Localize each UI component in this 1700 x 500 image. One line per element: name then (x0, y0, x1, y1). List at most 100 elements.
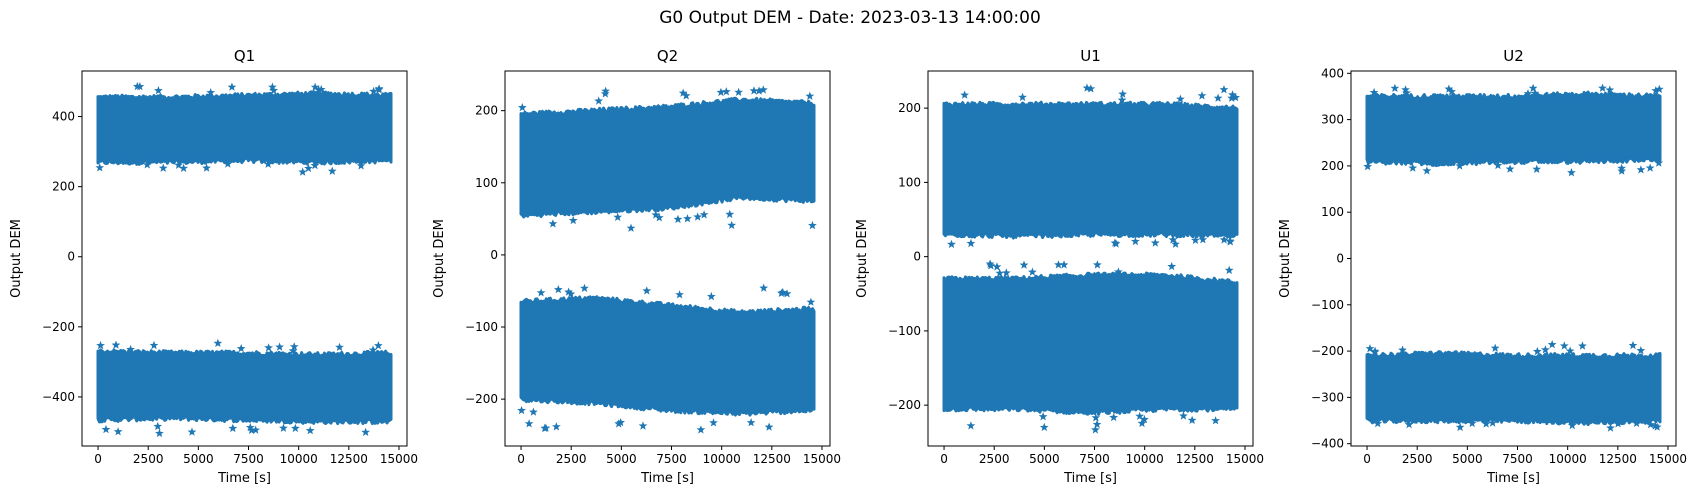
data-point (1150, 238, 1160, 247)
data-point (304, 163, 313, 173)
data-point (764, 422, 774, 431)
subplot-q2: Q2 0 2500 5000 7500 10000 12500 15000 −200 −100 0 1… (432, 47, 841, 486)
x-tick-label: 15000 (1649, 452, 1687, 466)
data-point (1598, 83, 1607, 92)
y-tick-label: −100 (888, 324, 921, 338)
band-fill (96, 90, 393, 166)
data-point (564, 287, 573, 296)
y-tick-label: 400 (52, 110, 75, 124)
data-point (1093, 260, 1102, 269)
subplot-title: U2 (1503, 47, 1524, 65)
band-fill (1365, 350, 1662, 427)
data-point (1481, 419, 1491, 428)
data-point (1219, 235, 1229, 244)
band-fill (519, 96, 816, 219)
data-point (548, 219, 558, 228)
data-band-1 (95, 81, 393, 176)
data-point (1636, 165, 1646, 174)
data-point (1109, 412, 1119, 422)
x-tick-label: 12500 (330, 452, 368, 466)
data-point (1652, 422, 1662, 431)
data-point (95, 163, 105, 172)
data-point (1632, 418, 1641, 428)
data-point (374, 84, 384, 93)
data-point (616, 418, 625, 427)
data-point (1110, 238, 1120, 247)
data-point (554, 285, 563, 294)
data-band-1 (942, 83, 1240, 249)
band-fill (519, 295, 816, 417)
subplot-title: U1 (1080, 47, 1101, 65)
data-point (1390, 83, 1400, 92)
data-point (1559, 341, 1569, 350)
y-tick-label: 200 (898, 101, 921, 115)
data-point (638, 421, 648, 430)
data-point (236, 344, 246, 353)
data-point (1505, 164, 1515, 173)
x-tick-label: 2500 (1402, 452, 1433, 466)
y-tick-label: 0 (1336, 252, 1344, 266)
data-point (716, 87, 726, 97)
x-tick-label: 5000 (1452, 452, 1483, 466)
data-point (1455, 422, 1465, 432)
data-point (1447, 87, 1456, 96)
x-tick-label: 0 (94, 452, 102, 466)
data-point (206, 88, 216, 97)
data-point (759, 283, 769, 292)
data-point (1059, 260, 1069, 269)
band-fill (942, 271, 1239, 416)
data-point (1038, 412, 1048, 421)
data-point (1578, 341, 1587, 350)
y-axis-label: Output DEM (9, 219, 24, 298)
data-point (1523, 89, 1533, 98)
data-point (1541, 345, 1550, 354)
data-point (754, 86, 764, 95)
data-point (614, 419, 624, 428)
data-point (135, 82, 145, 91)
data-point (1018, 92, 1027, 102)
data-point (1402, 88, 1411, 97)
x-tick-label: 12500 (1176, 452, 1214, 466)
y-tick-label: 400 (1321, 66, 1344, 80)
x-tick-label: 5000 (1029, 452, 1060, 466)
x-tick-label: 2500 (556, 452, 587, 466)
data-point (1455, 161, 1464, 170)
data-point (568, 215, 578, 225)
data-point (1654, 158, 1664, 167)
data-point (1168, 235, 1178, 244)
data-point (1224, 265, 1234, 275)
data-point (536, 288, 546, 297)
y-tick-label: 100 (898, 175, 921, 189)
data-point (158, 163, 168, 172)
data-point (111, 340, 121, 349)
data-point (1547, 340, 1557, 349)
data-point (310, 82, 320, 91)
data-point (806, 297, 816, 306)
data-point (1187, 415, 1197, 424)
data-band-2 (942, 259, 1239, 434)
data-point (1091, 413, 1101, 422)
data-point (251, 425, 260, 434)
data-point (1532, 164, 1542, 173)
y-tick-label: −200 (888, 398, 921, 412)
data-point (725, 209, 735, 219)
data-point (1176, 94, 1185, 103)
y-axis-label: Output DEM (1278, 219, 1293, 298)
data-point (986, 261, 996, 270)
data-point (517, 405, 526, 415)
data-point (1117, 95, 1127, 104)
x-tick-label: 0 (1363, 452, 1371, 466)
x-tick-label: 10000 (1126, 452, 1164, 466)
data-band-2 (517, 283, 816, 434)
data-point (1467, 418, 1477, 428)
x-tick-label: 15000 (803, 452, 841, 466)
data-point (693, 212, 702, 221)
data-point (681, 91, 691, 100)
data-point (613, 212, 623, 221)
data-point (1091, 425, 1100, 434)
data-point (1646, 420, 1655, 429)
data-point (96, 340, 105, 350)
data-point (1655, 84, 1664, 93)
data-point (1086, 84, 1096, 93)
